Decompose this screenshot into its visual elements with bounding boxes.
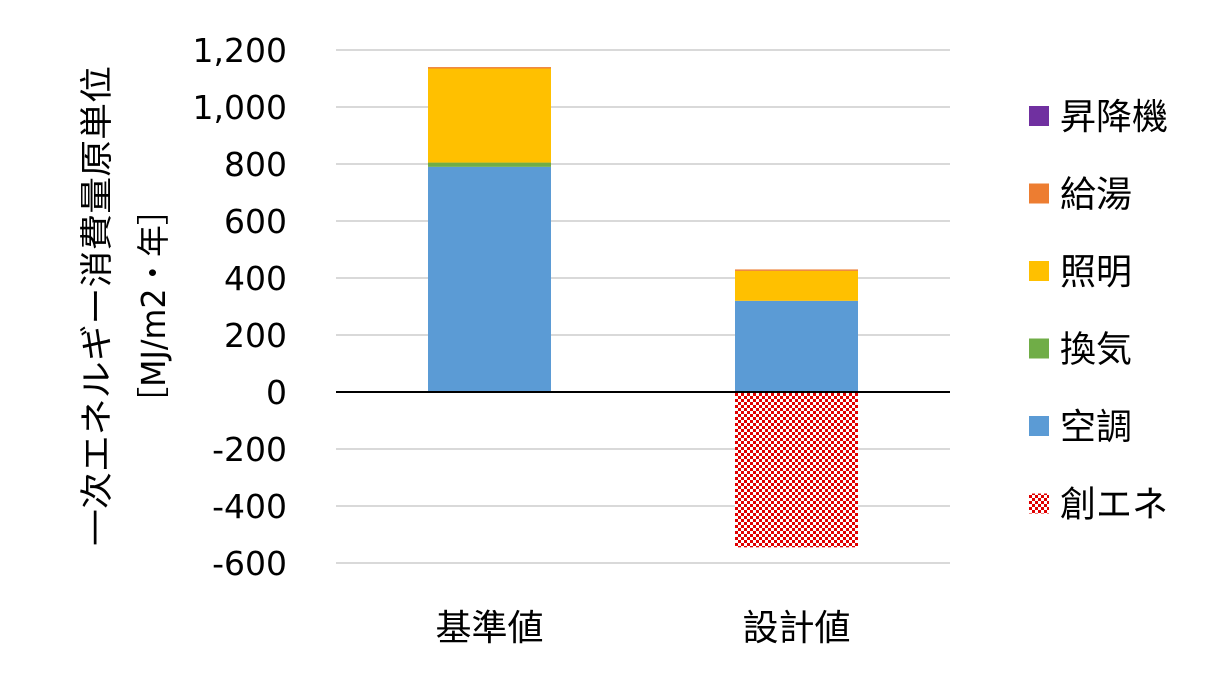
y-axis-title-line2: ［MJ/m2・年］ — [134, 194, 173, 419]
bar-segment — [428, 162, 551, 167]
legend-label: 空調 — [1060, 407, 1132, 448]
legend-label: 創エネ — [1060, 485, 1168, 526]
legend-label: 昇降機 — [1060, 97, 1168, 138]
bar-segment — [735, 300, 858, 392]
x-axis-categories: 基準値 設計値 — [435, 608, 850, 649]
y-tick-label: 1,000 — [193, 88, 287, 127]
legend-swatch — [1029, 106, 1049, 126]
legend-swatch — [1029, 493, 1049, 514]
y-tick-label: 200 — [224, 316, 287, 355]
bar-segment — [428, 67, 551, 69]
legend-swatch — [1029, 261, 1049, 281]
y-axis-title-line1: 一次エネルギー消費量原単位 — [77, 66, 116, 546]
bar-segment — [735, 270, 858, 301]
legend-label: 照明 — [1060, 252, 1132, 293]
y-tick-label: 800 — [224, 145, 287, 184]
y-axis-title: 一次エネルギー消費量原単位 ［MJ/m2・年］ — [77, 66, 173, 546]
legend-label: 給湯 — [1060, 175, 1132, 216]
y-tick-label: 1,200 — [193, 31, 287, 70]
x-category-label: 基準値 — [435, 608, 543, 649]
bar-segment — [735, 269, 858, 271]
bar-segment-negative — [735, 392, 858, 548]
legend-label: 換気 — [1060, 330, 1132, 371]
legend-swatch — [1029, 183, 1049, 204]
y-tick-label: -400 — [212, 487, 287, 526]
y-tick-label: 600 — [224, 202, 287, 241]
y-tick-label: -200 — [212, 430, 287, 469]
y-tick-label: 0 — [266, 373, 287, 412]
bars — [428, 67, 858, 548]
y-tick-label: -600 — [212, 544, 287, 583]
legend-swatch — [1029, 416, 1049, 436]
y-tick-label: 400 — [224, 259, 287, 298]
y-axis-ticks: 1,200 1,000 800 600 400 200 0 -200 -400 -600 — [193, 31, 287, 583]
x-category-label: 設計値 — [742, 608, 850, 649]
legend-swatch — [1029, 338, 1049, 359]
bar-segment — [428, 166, 551, 392]
bar-segment — [428, 68, 551, 163]
